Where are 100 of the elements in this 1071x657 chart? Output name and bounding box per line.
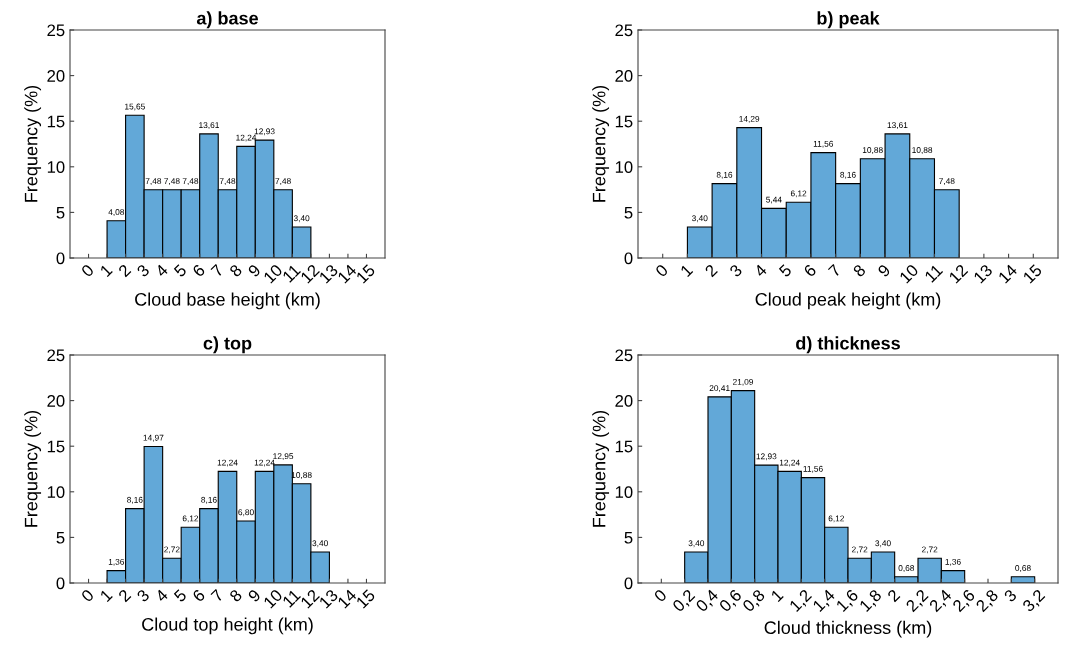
data-label: 7,48 xyxy=(939,178,955,185)
data-label: 7,48 xyxy=(182,178,199,185)
data-label: 8,16 xyxy=(201,496,217,504)
y-tick-label: 5 xyxy=(56,206,65,219)
data-label: 15,65 xyxy=(125,103,145,111)
data-label: 3,40 xyxy=(312,540,328,548)
y-tick-label: 25 xyxy=(47,349,65,362)
y-tick-label: 10 xyxy=(47,486,65,498)
data-label: 7,48 xyxy=(275,178,291,185)
y-tick-label: 10 xyxy=(615,486,633,498)
x-tick-label: 14 xyxy=(337,588,358,609)
x-tick-label: 1 xyxy=(770,588,784,603)
data-label: 0,68 xyxy=(1015,565,1031,572)
chart-title: b) peak xyxy=(817,11,880,29)
x-tick-label: 2,2 xyxy=(905,588,931,614)
y-tick-label: 15 xyxy=(47,115,65,128)
x-tick-label: 4 xyxy=(154,263,169,278)
y-tick-label: 20 xyxy=(47,395,65,407)
chart-title: a) base xyxy=(196,11,258,29)
data-label: 1,36 xyxy=(945,558,961,566)
x-tick-label: 2 xyxy=(117,588,132,603)
x-tick-label: 2 xyxy=(886,588,901,603)
data-label: 6,12 xyxy=(828,515,845,523)
x-tick-label: 6 xyxy=(803,263,817,278)
x-tick-label: 0,4 xyxy=(695,588,721,614)
chart-title: d) thickness xyxy=(796,336,900,354)
x-tick-label: 8 xyxy=(228,588,243,603)
y-axis-title: Frequency (%) xyxy=(24,410,42,527)
data-label: 7,48 xyxy=(219,178,236,185)
data-label: 11,56 xyxy=(803,465,823,473)
x-tick-label: 13 xyxy=(973,263,994,284)
x-tick-label: 11 xyxy=(924,263,944,283)
y-tick-label: 25 xyxy=(615,349,633,362)
x-tick-label: 3 xyxy=(136,263,151,278)
x-tick-label: 4 xyxy=(753,263,768,278)
x-tick-label: 2 xyxy=(704,263,718,278)
x-tick-label: 1,6 xyxy=(835,588,861,614)
x-tick-label: 1 xyxy=(679,263,694,278)
y-tick-label: 0 xyxy=(56,577,65,590)
x-axis-title: Cloud thickness (km) xyxy=(764,620,932,638)
data-label: 2,72 xyxy=(921,546,938,554)
data-label: 6,80 xyxy=(238,509,254,517)
x-tick-label: 11 xyxy=(282,263,301,283)
x-tick-label: 5 xyxy=(173,263,188,278)
x-tick-label: 15 xyxy=(355,263,376,284)
data-label: 21,09 xyxy=(732,378,754,386)
x-tick-label: 5 xyxy=(173,588,188,603)
x-tick-label: 1,8 xyxy=(858,588,884,614)
data-label: 3,40 xyxy=(875,540,891,548)
x-tick-label: 0 xyxy=(80,263,95,278)
x-tick-label: 6 xyxy=(191,588,206,603)
data-label: 12,24 xyxy=(217,459,238,467)
x-tick-label: 1 xyxy=(99,588,113,603)
x-tick-label: 9 xyxy=(247,588,262,603)
y-tick-label: 15 xyxy=(615,440,633,453)
x-tick-label: 0,8 xyxy=(741,588,767,614)
data-label: 5,44 xyxy=(766,196,782,204)
x-tick-label: 15 xyxy=(355,588,376,609)
data-label: 7,48 xyxy=(145,178,162,185)
x-tick-label: 14 xyxy=(997,263,1018,284)
data-label: 6,12 xyxy=(182,515,199,523)
x-tick-label: 3 xyxy=(136,588,151,603)
x-tick-label: 15 xyxy=(1022,263,1043,284)
data-label: 6,12 xyxy=(790,190,807,198)
x-tick-label: 2,6 xyxy=(951,588,977,614)
data-label: 2,72 xyxy=(851,546,868,554)
x-tick-label: 10 xyxy=(898,263,920,284)
x-tick-label: 5 xyxy=(778,263,793,278)
x-tick-label: 8 xyxy=(228,263,243,278)
x-tick-label: 2 xyxy=(117,263,132,278)
x-tick-label: 1,2 xyxy=(788,588,814,614)
y-tick-label: 20 xyxy=(47,70,65,82)
data-label: 8,16 xyxy=(840,171,856,179)
data-label: 3,40 xyxy=(293,215,310,223)
y-tick-label: 20 xyxy=(615,395,633,407)
y-tick-label: 15 xyxy=(47,440,65,453)
y-axis-title: Frequency (%) xyxy=(592,410,610,527)
y-tick-label: 25 xyxy=(47,24,65,37)
data-label: 12,95 xyxy=(273,453,294,461)
y-tick-label: 10 xyxy=(47,161,65,173)
data-label: 1,36 xyxy=(108,558,125,566)
x-tick-label: 8 xyxy=(852,263,867,278)
x-tick-label: 7 xyxy=(827,263,842,278)
data-label: 13,61 xyxy=(199,122,219,130)
y-axis-title: Frequency (%) xyxy=(24,85,42,202)
data-label: 2,72 xyxy=(164,546,180,554)
y-tick-label: 5 xyxy=(624,531,633,544)
x-tick-label: 10 xyxy=(262,263,284,284)
y-tick-label: 0 xyxy=(56,252,65,265)
y-tick-label: 25 xyxy=(615,24,633,37)
x-axis-title: Cloud top height (km) xyxy=(142,617,313,635)
x-tick-label: 0 xyxy=(80,588,95,603)
y-tick-label: 0 xyxy=(624,252,633,265)
x-tick-label: 12 xyxy=(948,263,969,284)
x-tick-label: 7 xyxy=(210,588,224,603)
data-label: 4,08 xyxy=(108,209,125,216)
x-tick-label: 2,4 xyxy=(928,588,954,614)
x-tick-label: 6 xyxy=(191,263,206,278)
data-label: 8,16 xyxy=(716,171,733,179)
data-label: 12,24 xyxy=(254,459,275,467)
